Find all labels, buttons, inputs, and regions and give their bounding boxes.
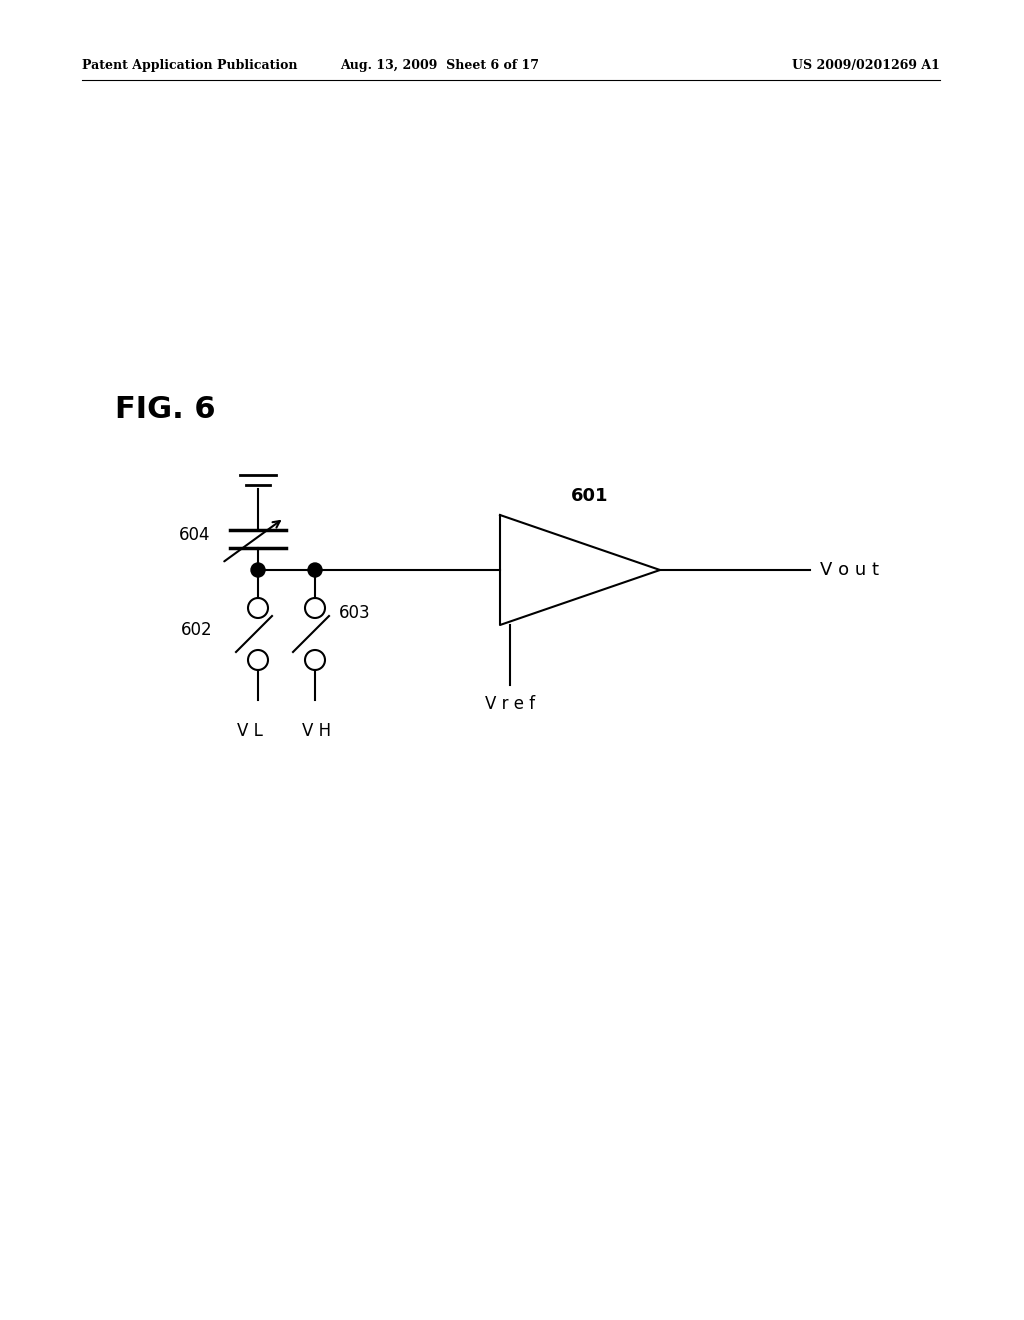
Text: US 2009/0201269 A1: US 2009/0201269 A1 bbox=[793, 58, 940, 71]
Text: 603: 603 bbox=[339, 605, 371, 622]
Text: 604: 604 bbox=[178, 525, 210, 544]
Circle shape bbox=[251, 564, 265, 577]
Text: V L: V L bbox=[238, 722, 263, 741]
Text: Patent Application Publication: Patent Application Publication bbox=[82, 58, 298, 71]
Text: Aug. 13, 2009  Sheet 6 of 17: Aug. 13, 2009 Sheet 6 of 17 bbox=[341, 58, 540, 71]
Text: V H: V H bbox=[302, 722, 332, 741]
Text: FIG. 6: FIG. 6 bbox=[115, 395, 216, 424]
Text: 602: 602 bbox=[180, 620, 212, 639]
Text: V r e f: V r e f bbox=[485, 696, 536, 713]
Text: 601: 601 bbox=[571, 487, 608, 506]
Text: V o u t: V o u t bbox=[820, 561, 879, 579]
Circle shape bbox=[308, 564, 322, 577]
